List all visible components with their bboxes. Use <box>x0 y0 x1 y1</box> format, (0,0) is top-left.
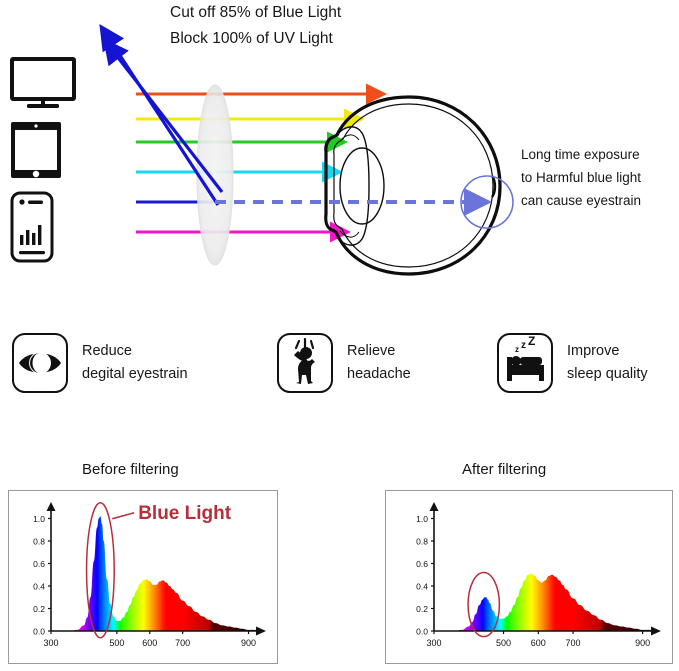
eye-diagram <box>324 95 502 276</box>
benefit-label: Reduce degital eyestrain <box>82 340 188 386</box>
benefit-label-line-1: Improve <box>567 343 620 359</box>
x-tick-label: 500 <box>109 638 124 648</box>
y-tick-label: 0.4 <box>416 581 428 591</box>
spectrum-area <box>51 516 265 631</box>
blue-light-highlight-ellipse <box>467 571 501 638</box>
x-tick-label: 900 <box>241 638 256 648</box>
spectrum-area <box>434 573 660 631</box>
smartphone-icon <box>10 191 54 263</box>
y-axis-arrow <box>429 502 439 511</box>
y-axis-arrow <box>46 502 56 511</box>
tablet-icon <box>11 122 61 178</box>
chart-title-after: After filtering <box>462 461 547 478</box>
x-tick-label: 300 <box>43 638 58 648</box>
eye-icon <box>12 333 68 393</box>
y-tick-label: 0.2 <box>416 604 428 614</box>
y-tick-label: 0.4 <box>33 581 45 591</box>
benefit-improve-sleep: z z Z Improve sleep quality <box>497 333 648 393</box>
x-tick-label: 700 <box>566 638 581 648</box>
exposure-line-3: can cause eyestrain <box>521 193 642 208</box>
x-tick-label: 500 <box>496 638 511 648</box>
benefit-label-line-1: Reduce <box>82 343 132 359</box>
device-icon-stack <box>10 57 80 263</box>
x-tick-label: 300 <box>426 638 441 648</box>
exposure-line-1: Long time exposure <box>521 147 640 162</box>
headache-person-icon <box>277 333 333 393</box>
sleeping-in-bed-icon: z z Z <box>497 333 553 393</box>
x-axis-arrow <box>651 626 661 636</box>
svg-text:Z: Z <box>528 335 535 348</box>
exposure-line-2: to Harmful blue light <box>521 170 642 185</box>
blue-light-highlight-ellipse <box>85 502 115 639</box>
light-ray-diagram <box>99 23 514 276</box>
x-tick-label: 600 <box>531 638 546 648</box>
benefits-row: Reduce degital eyestrain Relieve headach… <box>0 325 679 415</box>
benefit-label-line-2: headache <box>347 366 411 382</box>
x-tick-label: 600 <box>142 638 157 648</box>
benefit-relieve-headache: Relieve headache <box>277 333 411 393</box>
y-tick-label: 0.8 <box>416 536 428 546</box>
headline-block: Cut off 85% of Blue Light Block 100% of … <box>170 0 470 52</box>
benefit-label-line-2: sleep quality <box>567 366 648 382</box>
x-tick-label: 900 <box>635 638 650 648</box>
filter-lens <box>196 84 234 266</box>
y-tick-label: 0.2 <box>33 604 45 614</box>
benefit-label: Relieve headache <box>347 340 411 386</box>
retina-highlight-circle <box>460 175 514 229</box>
svg-text:z: z <box>521 340 526 351</box>
y-tick-label: 0.0 <box>33 626 45 636</box>
headline-line-2: Block 100% of UV Light <box>170 30 333 47</box>
annotation-leader-line <box>112 512 135 520</box>
y-tick-label: 0.6 <box>33 559 45 569</box>
y-tick-label: 1.0 <box>416 514 428 524</box>
monitor-icon <box>10 57 76 108</box>
benefit-label-line-1: Relieve <box>347 343 396 359</box>
chart-after-filtering: 0.0 0.2 0.4 0.6 0.8 1.0 300 500 600 700 900 <box>385 490 673 664</box>
benefit-label-line-2: degital eyestrain <box>82 366 188 382</box>
x-axis-arrow <box>256 626 266 636</box>
y-tick-label: 1.0 <box>33 514 45 524</box>
blue-light-annotation-label: Blue Light <box>138 503 232 524</box>
blocked-blue-ray-1 <box>99 23 220 206</box>
y-tick-label: 0.8 <box>33 536 45 546</box>
benefit-reduce-eyestrain: Reduce degital eyestrain <box>12 333 188 393</box>
blocked-blue-ray-2 <box>103 38 224 193</box>
y-tick-label: 0.6 <box>416 559 428 569</box>
y-tick-label: 0.0 <box>416 626 428 636</box>
benefit-label: Improve sleep quality <box>567 340 648 386</box>
exposure-warning-text: Long time exposure to Harmful blue light… <box>521 143 679 212</box>
chart-title-before: Before filtering <box>82 461 179 478</box>
x-tick-label: 700 <box>175 638 190 648</box>
chart-before-filtering: 0.0 0.2 0.4 0.6 0.8 1.0 300 500 600 700 900 Blue Li… <box>8 490 278 664</box>
svg-text:z: z <box>515 345 519 354</box>
headline-line-1: Cut off 85% of Blue Light <box>170 4 342 21</box>
